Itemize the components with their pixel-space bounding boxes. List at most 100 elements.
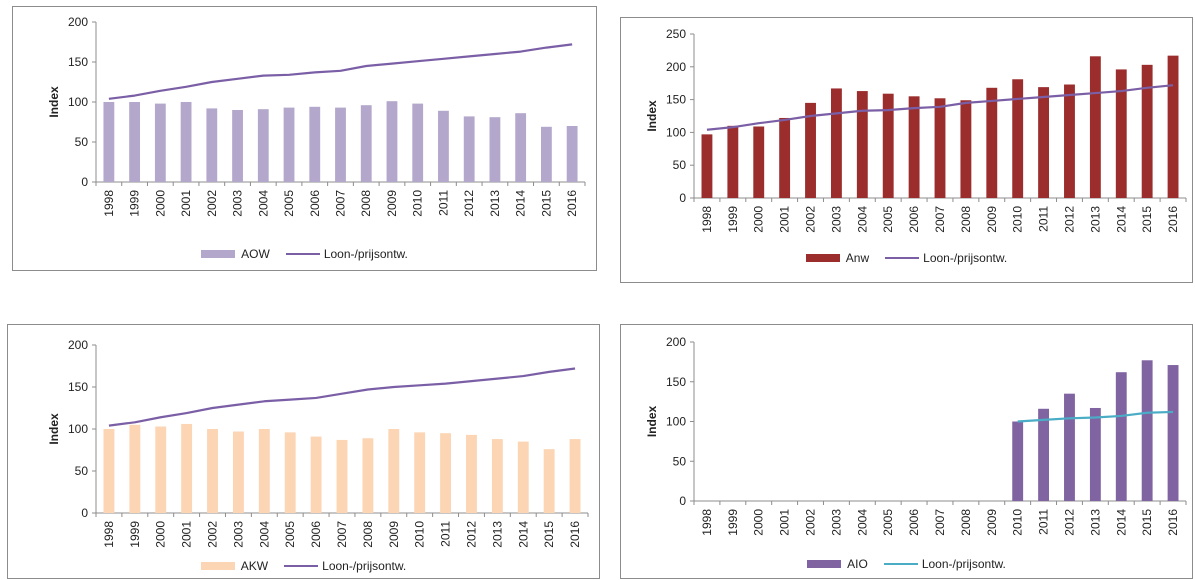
bar xyxy=(1038,408,1050,501)
x-tick-label: 1998 xyxy=(102,521,116,548)
y-tick-label: 0 xyxy=(81,175,88,189)
x-tick-label: 1998 xyxy=(102,190,116,217)
x-tick-label: 2008 xyxy=(959,206,973,233)
bar xyxy=(1064,84,1075,198)
x-tick-label: 2011 xyxy=(1037,509,1051,535)
x-tick-label: 2003 xyxy=(829,509,843,536)
legend-label-bar: AOW xyxy=(241,247,270,261)
x-tick-label: 2000 xyxy=(153,190,167,217)
bar xyxy=(440,433,452,513)
y-tick-label: 200 xyxy=(68,15,88,29)
x-tick-label: 2012 xyxy=(464,521,478,548)
bar xyxy=(129,424,141,513)
bar xyxy=(103,429,115,513)
bar xyxy=(466,434,477,513)
x-tick-label: 2006 xyxy=(907,509,921,536)
x-tick-label: 2013 xyxy=(1088,206,1102,233)
x-tick-label: 2012 xyxy=(1062,509,1076,536)
bar xyxy=(569,439,581,513)
x-tick-label: 2012 xyxy=(462,190,476,217)
legend-label-bar: AKW xyxy=(240,559,269,573)
legend-swatch-line xyxy=(284,565,319,567)
x-tick-label: 2003 xyxy=(231,521,245,548)
y-tick-label: 0 xyxy=(679,494,686,508)
bar xyxy=(207,429,218,513)
x-tick-label: 2002 xyxy=(804,206,818,233)
x-tick-label: 2015 xyxy=(542,521,556,548)
y-axis-label: Index xyxy=(645,100,659,132)
bar xyxy=(284,432,296,513)
bar xyxy=(1012,79,1024,198)
x-tick-label: 2009 xyxy=(385,190,399,217)
x-tick-label: 2015 xyxy=(1140,509,1154,536)
y-tick-label: 0 xyxy=(81,506,88,520)
bar xyxy=(566,126,578,182)
x-tick-label: 1998 xyxy=(700,206,714,233)
x-tick-label: 1999 xyxy=(128,521,142,548)
bar xyxy=(181,423,193,513)
bar xyxy=(1167,365,1179,501)
x-tick-label: 2001 xyxy=(778,206,792,233)
x-tick-label: 2004 xyxy=(257,521,271,548)
legend-label-line: Loon-/prijsontw. xyxy=(323,247,408,261)
bar xyxy=(1038,87,1050,198)
x-tick-label: 2016 xyxy=(568,521,582,548)
x-tick-label: 2013 xyxy=(1088,509,1102,536)
chart-akw: 0 50 100 150 200 Index 1998 1999 2000 2001 2002 200… xyxy=(47,338,589,548)
x-tick-label: 2015 xyxy=(539,190,553,217)
legend-swatch-line xyxy=(285,253,320,255)
bar xyxy=(438,110,449,182)
x-tick-label: 2016 xyxy=(1166,509,1180,536)
x-tick-label: 2012 xyxy=(1062,206,1076,233)
y-axis-label: Index xyxy=(645,406,659,438)
bar xyxy=(154,103,166,182)
bar xyxy=(283,107,295,182)
legend-label-bar: Anw xyxy=(845,251,870,265)
bar xyxy=(960,100,972,198)
x-tick-label: 2002 xyxy=(205,190,219,217)
bar xyxy=(701,134,713,198)
chart-aow: 0 50 100 150 200 Index 1998 1999 2000 2001 2002 200… xyxy=(47,15,586,217)
bar xyxy=(753,126,765,198)
x-tick-label: 2010 xyxy=(1011,206,1025,233)
chart-panel-akw: 0 50 100 150 200 Index 1998 1999 2000 2001 2002 200… xyxy=(7,324,600,579)
y-tick-label: 200 xyxy=(68,338,88,352)
legend-item-bar: AIO xyxy=(807,557,868,571)
y-tick-label: 100 xyxy=(666,415,686,429)
x-tick-label: 2006 xyxy=(309,521,323,548)
x-tick-label: 2001 xyxy=(180,521,194,548)
bar xyxy=(1064,393,1075,501)
y-tick-label: 200 xyxy=(666,60,686,74)
bar xyxy=(258,429,270,513)
x-tick-label: 2009 xyxy=(985,206,999,233)
bar xyxy=(1115,372,1127,501)
bar xyxy=(986,87,998,198)
y-tick-label: 50 xyxy=(673,454,687,468)
bar xyxy=(727,125,739,198)
bar xyxy=(882,93,894,198)
chart-panel-aio: 0 50 100 150 200 Index 1998 1999 2000 2001 2002 200… xyxy=(620,324,1193,579)
y-tick-label: 100 xyxy=(666,125,686,139)
y-tick-label: 50 xyxy=(673,158,687,172)
x-tick-label: 2006 xyxy=(907,206,921,233)
x-tick-label: 1998 xyxy=(700,509,714,536)
legend-item-bar: AKW xyxy=(200,559,269,573)
legend-anw: Anw Loon-/prijsontw. xyxy=(621,251,1192,265)
x-tick-label: 2000 xyxy=(752,206,766,233)
x-tick-label: 2004 xyxy=(855,206,869,233)
y-tick-label: 50 xyxy=(75,464,89,478)
x-tick-label: 1999 xyxy=(726,509,740,536)
x-tick-label: 2003 xyxy=(231,190,245,217)
bar xyxy=(515,113,527,182)
legend-item-line: Loon-/prijsontw. xyxy=(883,557,1006,571)
x-tick-label: 2009 xyxy=(387,521,401,548)
legend-aow: AOW Loon-/prijsontw. xyxy=(13,247,596,261)
y-tick-label: 100 xyxy=(68,422,88,436)
x-tick-label: 2004 xyxy=(855,509,869,536)
bar xyxy=(155,426,167,513)
x-tick-label: 2014 xyxy=(1114,206,1128,233)
y-tick-label: 150 xyxy=(68,380,88,394)
legend-swatch-line xyxy=(885,257,920,259)
x-tick-label: 2016 xyxy=(1166,206,1180,233)
legend-item-line: Loon-/prijsontw. xyxy=(284,559,406,573)
